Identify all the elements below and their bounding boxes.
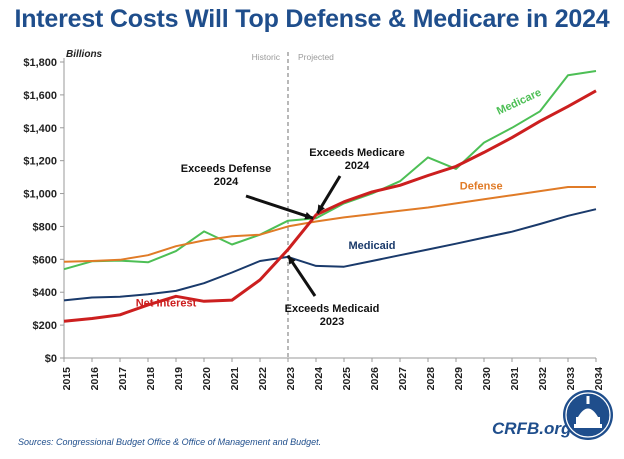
annotation-arrow-head [288,255,296,265]
x-tick-label: 2020 [201,367,213,391]
x-tick-label: 2019 [173,367,185,391]
x-tick-label: 2016 [89,367,101,391]
x-tick-label: 2034 [593,367,605,391]
series-line-net-interest [63,89,597,323]
x-tick-label: 2022 [257,367,269,391]
x-tick-label: 2030 [481,367,493,391]
capitol-dome-seal-icon [563,390,613,440]
x-tick-label: 2031 [509,367,521,391]
x-tick-label: 2024 [313,367,325,391]
y-tick-label: $600 [33,254,57,266]
y-tick-label: $800 [33,221,57,233]
annotation-label: 2023 [320,316,344,328]
series-label-medicaid: Medicaid [348,240,395,252]
x-tick-label: 2017 [117,367,129,391]
x-tick-label: 2026 [369,367,381,391]
series-line-medicaid [63,208,597,302]
annotation-label: Exceeds Medicare [309,147,404,159]
y-tick-label: $1,200 [23,156,57,168]
series-line-medicare [63,70,597,271]
y-tick-label: $0 [45,353,57,365]
x-tick-label: 2021 [229,367,241,391]
y-axis-label: Billions [66,49,103,60]
annotation-arrow-line [245,194,314,220]
series-label-net-interest: Net Interest [136,297,197,309]
x-tick-label: 2018 [145,367,157,391]
annotation-arrow-head [317,204,325,214]
x-tick-label: 2015 [61,367,73,391]
x-tick-label: 2029 [453,367,465,391]
annotation-arrow-head [304,211,314,220]
annotation-label: 2024 [345,160,370,172]
y-tick-label: $1,400 [23,123,57,135]
x-tick-label: 2027 [397,367,409,391]
series-line-defense [63,186,596,263]
x-tick-label: 2025 [341,367,353,391]
series-label-defense: Defense [460,181,503,193]
y-tick-label: $1,600 [23,90,57,102]
y-tick-label: $1,000 [23,189,57,201]
region-label-projected: Projected [298,52,334,62]
annotation-label: Exceeds Medicaid [285,303,380,315]
y-tick-label: $200 [33,320,57,332]
x-tick-label: 2032 [537,367,549,391]
y-tick-label: $1,800 [23,57,57,69]
x-tick-label: 2023 [285,367,297,391]
annotation-label: 2024 [214,176,239,188]
chart-title: Interest Costs Will Top Defense & Medica… [14,5,610,33]
sources-note: Sources: Congressional Budget Office & O… [18,437,322,447]
y-tick-label: $400 [33,287,57,299]
x-tick-label: 2028 [425,367,437,391]
region-label-historic: Historic [252,52,281,62]
annotation-label: Exceeds Defense [181,163,272,175]
x-tick-label: 2033 [565,367,577,391]
brand-text: CRFB.org [492,419,572,438]
